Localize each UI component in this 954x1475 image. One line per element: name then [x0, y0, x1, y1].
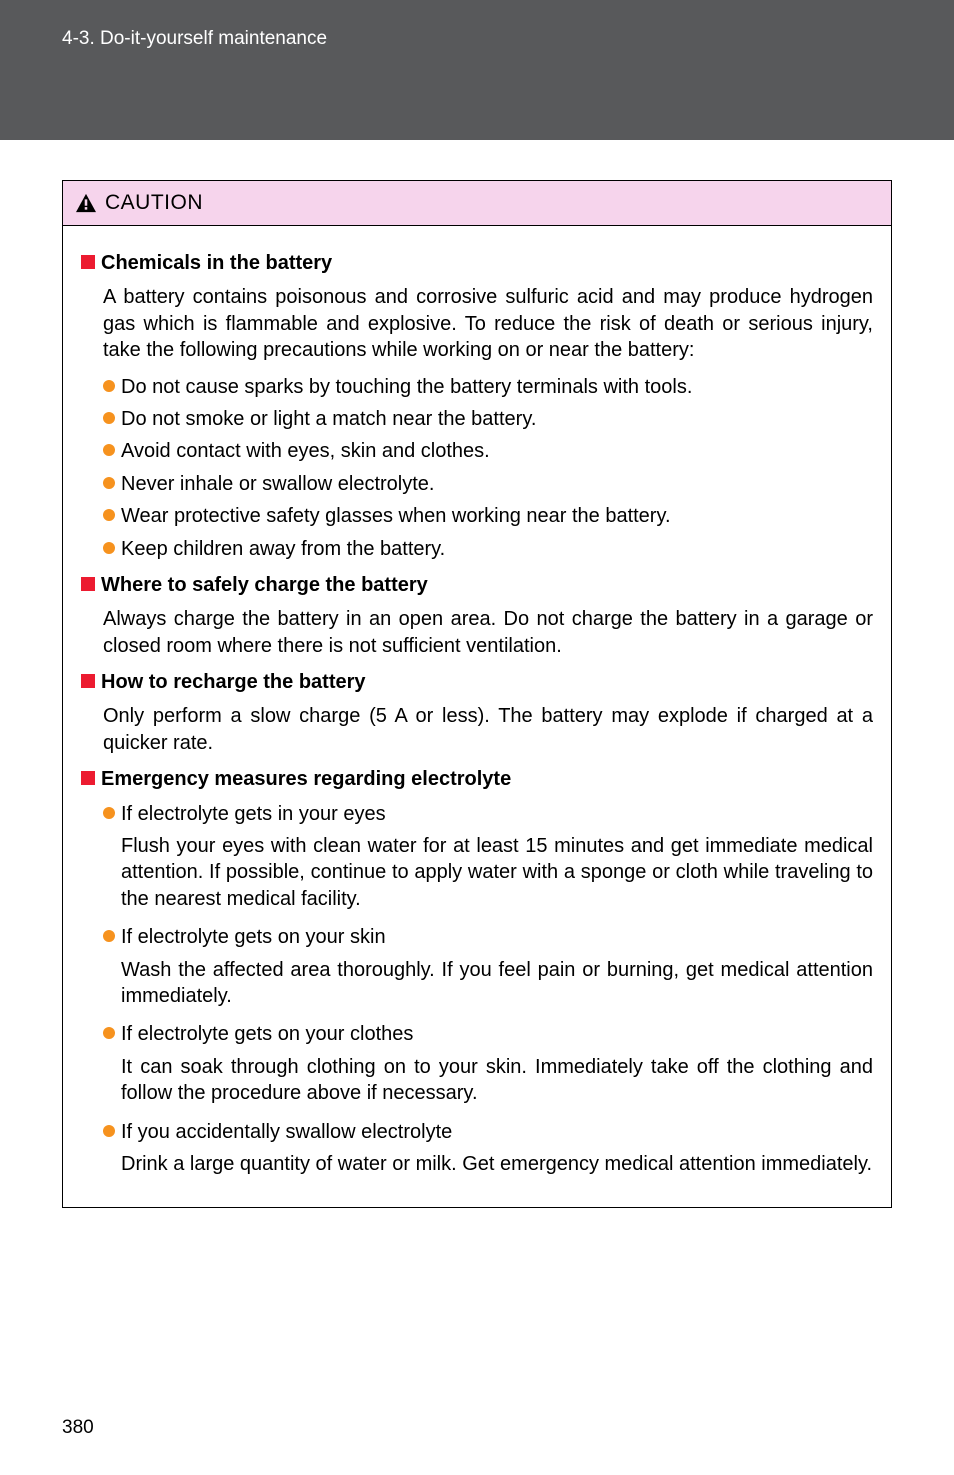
section-paragraph: Only perform a slow charge (5 A or less)… — [103, 703, 873, 756]
sub-paragraph: It can soak through clothing on to your … — [121, 1054, 873, 1107]
bullet-lead: If electrolyte gets on your clothes — [121, 1021, 873, 1047]
bullet-item: Do not cause sparks by touching the batt… — [103, 374, 873, 400]
warning-triangle-icon — [75, 193, 97, 213]
caution-title: CAUTION — [105, 191, 203, 215]
bullet-dot-icon — [103, 1125, 115, 1137]
bullet-item: Never inhale or swallow electrolyte. — [103, 471, 873, 497]
bullet-item: If you accidentally swallow electrolyte — [103, 1119, 873, 1145]
bullet-item: If electrolyte gets on your clothes — [103, 1021, 873, 1047]
bullet-text: Do not cause sparks by touching the batt… — [121, 374, 873, 400]
bullet-item: Keep children away from the battery. — [103, 536, 873, 562]
bullet-dot-icon — [103, 930, 115, 942]
bullet-lead: If you accidentally swallow electrolyte — [121, 1119, 873, 1145]
bullet-dot-icon — [103, 542, 115, 554]
bullet-lead: If electrolyte gets on your skin — [121, 924, 873, 950]
header-band: 4-3. Do-it-yourself maintenance — [0, 0, 954, 140]
bullet-text: Do not smoke or light a match near the b… — [121, 406, 873, 432]
section-heading: Emergency measures regarding electrolyte — [81, 766, 873, 792]
bullet-text: Wear protective safety glasses when work… — [121, 503, 873, 529]
bullet-text: Keep children away from the battery. — [121, 536, 873, 562]
sub-paragraph: Wash the affected area thoroughly. If yo… — [121, 957, 873, 1010]
red-square-icon — [81, 674, 95, 688]
section-heading: How to recharge the battery — [81, 669, 873, 695]
bullet-dot-icon — [103, 807, 115, 819]
sub-paragraph: Drink a large quantity of water or milk.… — [121, 1151, 873, 1177]
section-heading: Where to safely charge the battery — [81, 572, 873, 598]
caution-header: CAUTION — [63, 181, 891, 226]
bullet-dot-icon — [103, 380, 115, 392]
bullet-text: Never inhale or swallow electrolyte. — [121, 471, 873, 497]
page-number: 380 — [62, 1417, 94, 1439]
bullet-dot-icon — [103, 477, 115, 489]
red-square-icon — [81, 771, 95, 785]
bullet-item: Do not smoke or light a match near the b… — [103, 406, 873, 432]
bullet-lead: If electrolyte gets in your eyes — [121, 801, 873, 827]
sub-paragraph: Flush your eyes with clean water for at … — [121, 833, 873, 912]
bullet-dot-icon — [103, 444, 115, 456]
section-title: Where to safely charge the battery — [101, 572, 428, 598]
bullet-item: If electrolyte gets on your skin — [103, 924, 873, 950]
section-title: Chemicals in the battery — [101, 250, 332, 276]
section-paragraph: Always charge the battery in an open are… — [103, 606, 873, 659]
section-heading: Chemicals in the battery — [81, 250, 873, 276]
section-paragraph: A battery contains poisonous and corrosi… — [103, 284, 873, 363]
bullet-item: Avoid contact with eyes, skin and clothe… — [103, 438, 873, 464]
bullet-dot-icon — [103, 509, 115, 521]
red-square-icon — [81, 577, 95, 591]
section-title: How to recharge the battery — [101, 669, 366, 695]
bullet-item: If electrolyte gets in your eyes — [103, 801, 873, 827]
bullet-text: Avoid contact with eyes, skin and clothe… — [121, 438, 873, 464]
bullet-dot-icon — [103, 412, 115, 424]
caution-body: Chemicals in the battery A battery conta… — [63, 226, 891, 1207]
breadcrumb: 4-3. Do-it-yourself maintenance — [62, 28, 954, 50]
bullet-item: Wear protective safety glasses when work… — [103, 503, 873, 529]
section-title: Emergency measures regarding electrolyte — [101, 766, 511, 792]
red-square-icon — [81, 255, 95, 269]
caution-box: CAUTION Chemicals in the battery A batte… — [62, 180, 892, 1208]
bullet-dot-icon — [103, 1027, 115, 1039]
